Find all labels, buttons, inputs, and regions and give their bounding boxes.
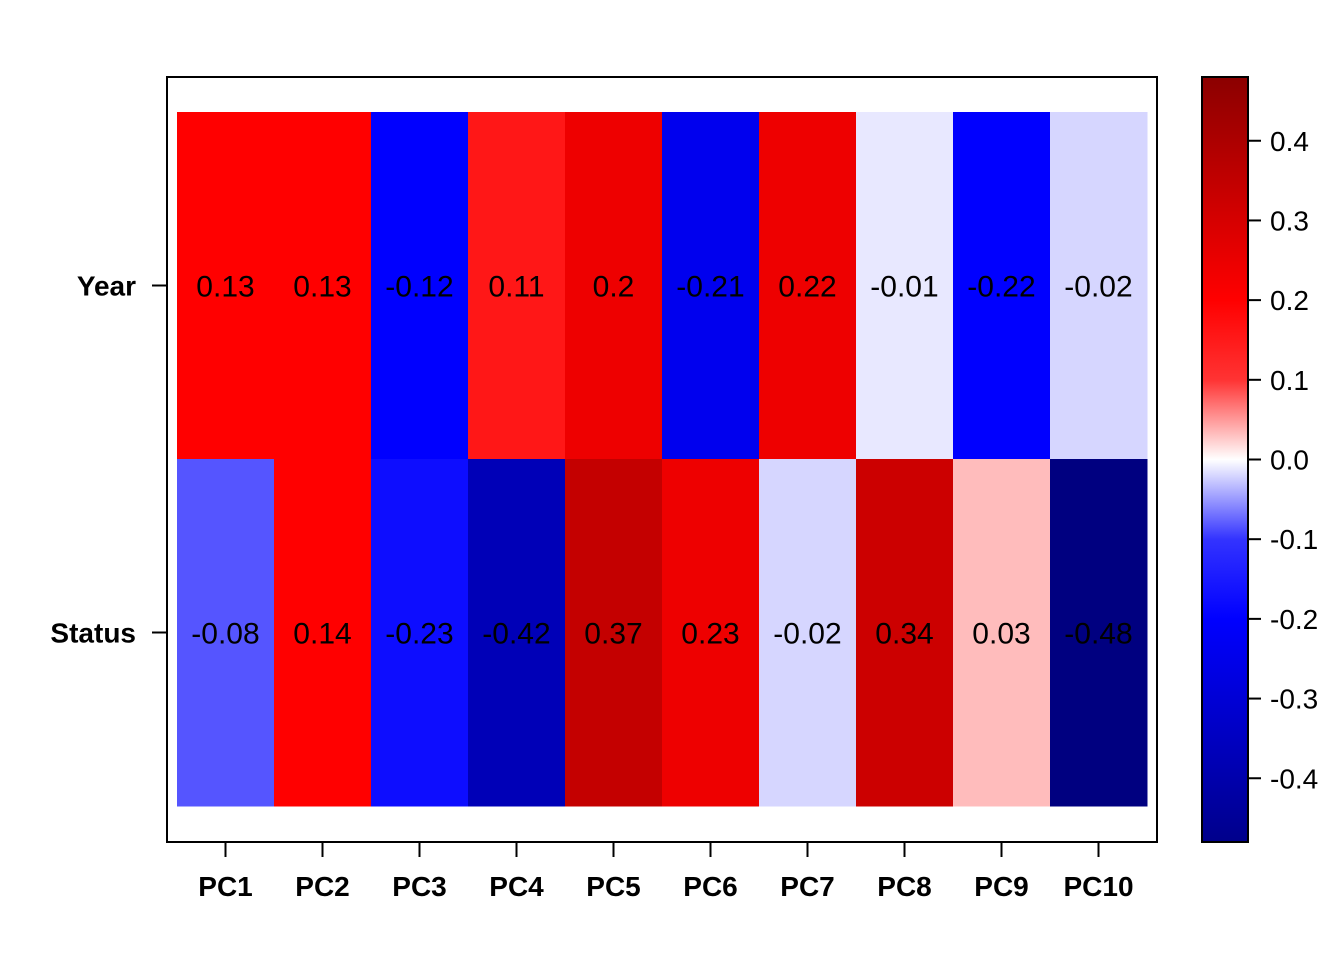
heatmap-cell-year-pc10 (1050, 112, 1148, 460)
heatmap-cell-status-pc2 (274, 459, 372, 807)
cell-value-year-pc1: 0.13 (196, 271, 254, 304)
cell-value-year-pc6: -0.21 (676, 271, 744, 304)
colorbar-gradient (1201, 76, 1249, 843)
heatmap-cell-year-pc4 (468, 112, 566, 460)
cell-value-year-pc4: 0.11 (488, 271, 544, 304)
heatmap-cell-labels: 0.13 0.13 -0.12 0.11 0.2 -0.21 0.22 -0.01 -0.22-… (191, 271, 1132, 651)
heatmap-cell-status-pc10 (1050, 459, 1148, 807)
column-label-pc8: PC8 (877, 871, 931, 902)
cell-value-status-pc2: 0.14 (293, 618, 351, 651)
plot-frame (166, 76, 1158, 843)
cell-value-status-pc8: 0.34 (875, 618, 933, 651)
heatmap-cell-year-pc2 (274, 112, 372, 460)
column-label-pc2: PC2 (295, 871, 349, 902)
cell-value-status-pc3: -0.23 (385, 618, 453, 651)
cell-value-year-pc10: -0.02 (1064, 271, 1132, 304)
heatmap-cell-year-pc8 (856, 112, 954, 460)
column-label-pc4: PC4 (489, 871, 544, 902)
colorbar-tick-label--0-2: -0.2 (1270, 604, 1318, 635)
colorbar-tick-label-0-2: 0.2 (1270, 285, 1309, 316)
cell-value-year-pc3: -0.12 (385, 271, 453, 304)
colorbar-tick-label--0-4: -0.4 (1270, 763, 1318, 794)
row-axis: Year Status (50, 271, 167, 649)
colorbar-tick-label--0-3: -0.3 (1270, 684, 1318, 715)
colorbar-tick-label-0-1: 0.1 (1270, 365, 1309, 396)
row-label-year: Year (77, 271, 136, 302)
heatmap-cell-year-pc3 (371, 112, 469, 460)
row-label-status: Status (50, 618, 136, 649)
cell-value-status-pc4: -0.42 (482, 618, 550, 651)
colorbar-tick-label-0-3: 0.3 (1270, 205, 1309, 236)
column-label-pc7: PC7 (780, 871, 834, 902)
heatmap-cell-year-pc6 (662, 112, 760, 460)
heatmap-cell-year-pc5 (565, 112, 663, 460)
cell-value-year-pc8: -0.01 (870, 271, 938, 304)
colorbar-tick-label--0-1: -0.1 (1270, 524, 1318, 555)
colorbar-tick-label-0-4: 0.4 (1270, 126, 1309, 157)
heatmap-cell-year-pc7 (759, 112, 857, 460)
heatmap-cell-status-pc7 (759, 459, 857, 807)
cell-value-status-pc10: -0.48 (1064, 618, 1132, 651)
cell-value-status-pc6: 0.23 (681, 618, 739, 651)
heatmap-cell-status-pc9 (953, 459, 1051, 807)
cell-value-status-pc9: 0.03 (972, 618, 1030, 651)
colorbar-legend: 0.4 0.3 0.2 0.1 0.0 -0.1 -0.2 -0.3 -0.4 (1201, 76, 1318, 843)
colorbar-ticks: 0.4 0.3 0.2 0.1 0.0 -0.1 -0.2 -0.3 -0.4 (1248, 126, 1318, 794)
column-axis: PC1 PC2 PC3 PC4 PC5 PC6 PC7 PC8 PC9 PC10 (198, 842, 1134, 902)
cell-value-status-pc5: 0.37 (584, 618, 642, 651)
column-label-pc9: PC9 (974, 871, 1028, 902)
cell-value-status-pc7: -0.02 (773, 618, 841, 651)
cell-value-year-pc9: -0.22 (967, 271, 1035, 304)
heatmap-cell-year-pc1 (177, 112, 275, 460)
column-label-pc10: PC10 (1063, 871, 1133, 902)
column-label-pc3: PC3 (392, 871, 446, 902)
heatmap-cell-status-pc6 (662, 459, 760, 807)
heatmap-cell-status-pc3 (371, 459, 469, 807)
colorbar-tick-label-0-0: 0.0 (1270, 445, 1309, 476)
cell-value-year-pc2: 0.13 (293, 271, 351, 304)
column-label-pc1: PC1 (198, 871, 252, 902)
cell-value-status-pc1: -0.08 (191, 618, 259, 651)
heatmap-cell-status-pc4 (468, 459, 566, 807)
column-label-pc5: PC5 (586, 871, 640, 902)
cell-value-year-pc7: 0.22 (778, 271, 836, 304)
heatmap-cell-year-pc9 (953, 112, 1051, 460)
heatmap-cell-status-pc5 (565, 459, 663, 807)
heatmap-cells (177, 112, 1148, 807)
heatmap-cell-status-pc8 (856, 459, 954, 807)
column-label-pc6: PC6 (683, 871, 737, 902)
heatmap-cell-status-pc1 (177, 459, 275, 807)
cell-value-year-pc5: 0.2 (593, 271, 635, 304)
